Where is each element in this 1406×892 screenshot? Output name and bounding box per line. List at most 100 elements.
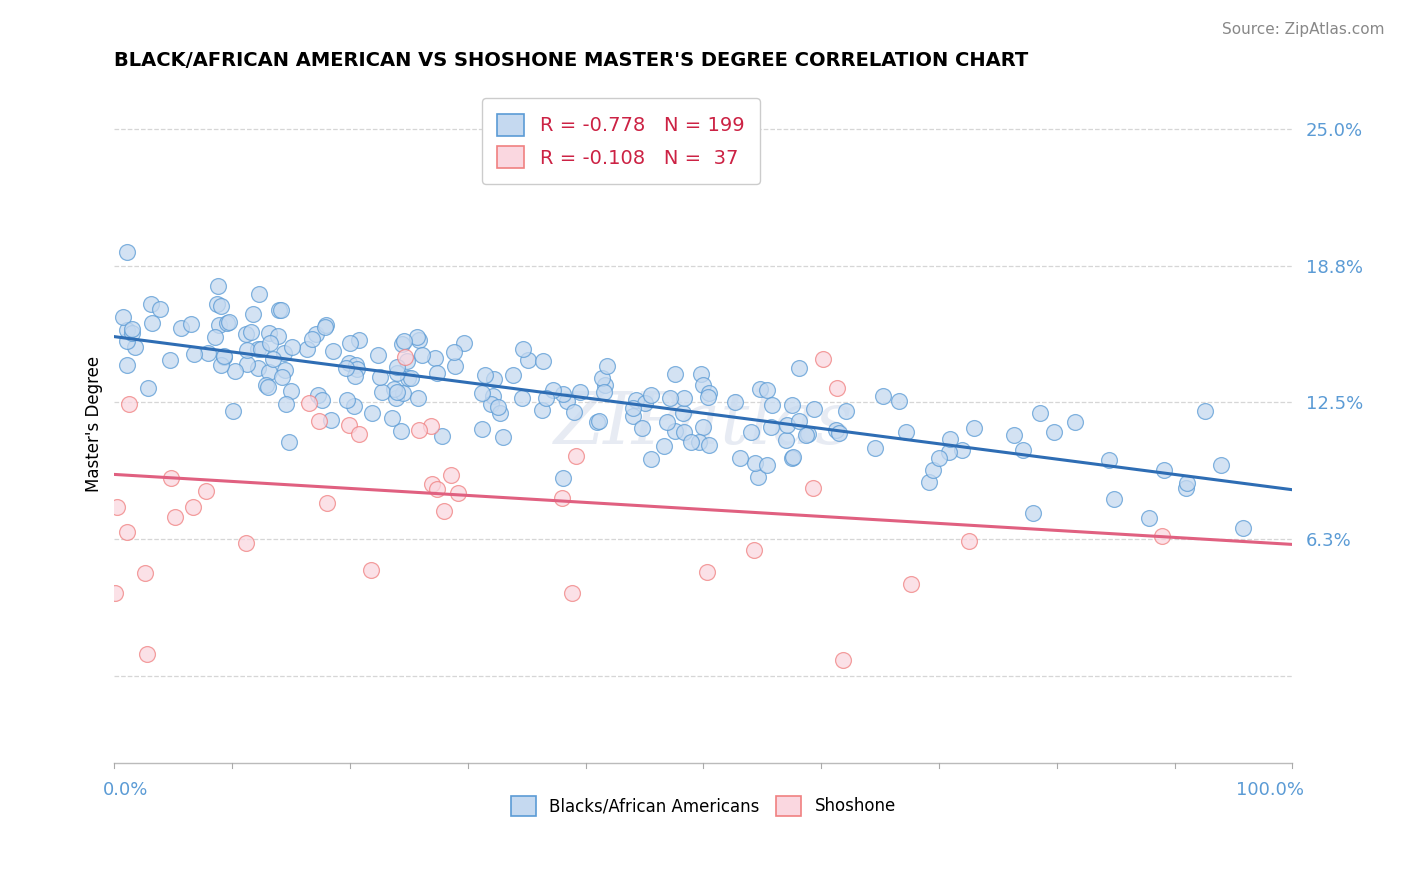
Point	[453, 336, 475, 351]
Point	[534, 391, 557, 405]
Point	[828, 426, 851, 441]
Point	[482, 388, 505, 402]
Point	[335, 360, 357, 375]
Point	[652, 439, 675, 453]
Text: 100.0%: 100.0%	[1236, 780, 1305, 798]
Point	[832, 653, 855, 667]
Point	[235, 536, 257, 550]
Point	[343, 400, 366, 414]
Point	[214, 350, 236, 364]
Point	[447, 486, 470, 500]
Point	[555, 393, 578, 408]
Point	[863, 441, 886, 455]
Legend: Blacks/African Americans, Shoshone: Blacks/African Americans, Shoshone	[505, 789, 903, 822]
Point	[918, 475, 941, 489]
Point	[564, 449, 586, 463]
Point	[887, 394, 910, 409]
Point	[240, 325, 263, 339]
Point	[277, 435, 299, 450]
Point	[273, 346, 295, 360]
Point	[141, 317, 163, 331]
Point	[827, 381, 849, 395]
Point	[596, 359, 619, 373]
Y-axis label: Master's Degree: Master's Degree	[86, 356, 103, 492]
Point	[747, 470, 769, 484]
Point	[121, 326, 143, 340]
Point	[385, 359, 408, 374]
Point	[780, 450, 803, 465]
Point	[1175, 475, 1198, 490]
Point	[568, 384, 591, 399]
Point	[394, 350, 416, 364]
Point	[149, 301, 172, 316]
Point	[197, 346, 219, 360]
Point	[269, 303, 291, 318]
Point	[315, 318, 337, 333]
Point	[115, 334, 138, 348]
Point	[262, 351, 284, 366]
Point	[165, 510, 187, 524]
Point	[486, 400, 509, 414]
Point	[825, 423, 848, 437]
Point	[134, 566, 156, 580]
Point	[322, 343, 344, 358]
Point	[344, 369, 367, 384]
Point	[382, 382, 405, 396]
Point	[957, 534, 980, 549]
Point	[692, 378, 714, 392]
Text: BLACK/AFRICAN AMERICAN VS SHOSHONE MASTER'S DEGREE CORRELATION CHART: BLACK/AFRICAN AMERICAN VS SHOSHONE MASTE…	[114, 51, 1029, 70]
Point	[270, 302, 292, 317]
Point	[624, 392, 647, 407]
Point	[347, 427, 370, 442]
Point	[593, 377, 616, 392]
Point	[939, 433, 962, 447]
Point	[247, 287, 270, 301]
Point	[420, 477, 443, 491]
Point	[803, 402, 825, 417]
Point	[311, 392, 333, 407]
Point	[315, 496, 337, 510]
Point	[531, 354, 554, 368]
Point	[630, 421, 652, 435]
Point	[115, 323, 138, 337]
Point	[160, 471, 183, 485]
Point	[368, 369, 391, 384]
Point	[591, 371, 613, 385]
Point	[392, 334, 415, 348]
Point	[387, 384, 409, 399]
Point	[1012, 442, 1035, 457]
Point	[1102, 492, 1125, 507]
Point	[1043, 425, 1066, 439]
Point	[928, 451, 950, 466]
Point	[474, 368, 496, 383]
Point	[553, 471, 575, 485]
Point	[1029, 406, 1052, 420]
Point	[479, 397, 502, 411]
Point	[744, 456, 766, 470]
Point	[301, 332, 323, 346]
Point	[411, 348, 433, 362]
Point	[370, 384, 392, 399]
Point	[391, 385, 413, 400]
Point	[782, 397, 804, 411]
Point	[689, 367, 711, 381]
Point	[623, 401, 645, 416]
Point	[115, 524, 138, 539]
Point	[305, 326, 328, 341]
Point	[249, 342, 271, 356]
Point	[124, 339, 146, 353]
Point	[551, 491, 574, 506]
Point	[389, 425, 412, 439]
Point	[395, 353, 418, 368]
Point	[592, 384, 614, 399]
Point	[872, 389, 894, 403]
Point	[811, 352, 834, 367]
Point	[835, 404, 858, 418]
Point	[270, 370, 292, 384]
Point	[553, 387, 575, 401]
Point	[672, 425, 695, 440]
Point	[381, 411, 404, 425]
Point	[586, 415, 609, 429]
Point	[692, 420, 714, 434]
Point	[789, 361, 811, 376]
